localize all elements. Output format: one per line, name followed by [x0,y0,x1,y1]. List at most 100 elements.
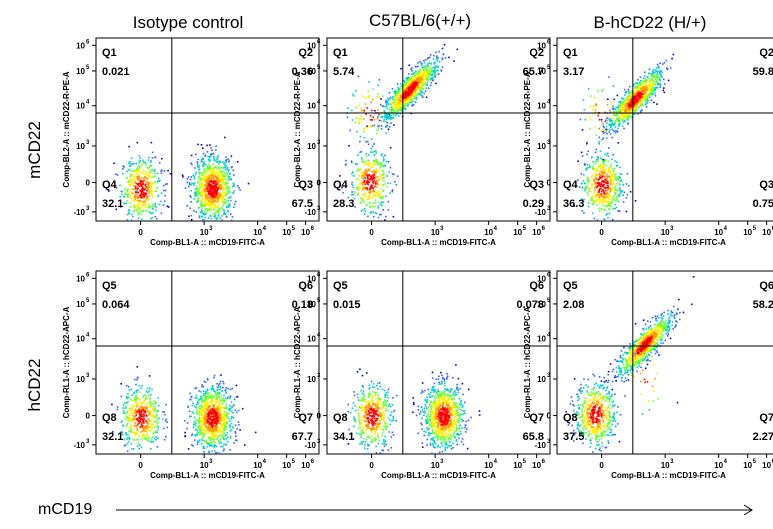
event-dot [136,366,139,368]
event-dot [644,100,647,103]
x-tick-label: 10 [714,228,723,237]
event-dot [592,167,594,169]
event-dot [145,397,147,400]
event-dot [430,81,433,84]
event-dot [139,420,141,422]
event-dot [151,182,154,185]
event-dot [656,81,659,84]
event-dot [642,97,645,100]
event-dot [580,151,583,154]
event-dot [143,192,146,194]
event-dot [212,169,215,172]
event-dot [365,113,367,115]
event-dot [358,104,361,107]
event-dot [418,93,420,95]
event-dot [366,169,368,172]
event-dot [225,194,227,197]
event-dot [372,187,375,190]
event-dot [603,183,605,186]
event-dot [186,181,188,184]
event-dot [412,104,415,106]
event-dot [139,414,141,417]
event-dot [377,109,379,111]
event-dot [227,158,229,160]
event-dot [210,183,212,186]
event-dot [588,166,590,169]
event-dot [150,426,152,428]
event-dot [152,414,155,417]
event-dot [207,217,210,219]
event-dot [423,61,426,64]
event-dot [356,170,359,172]
event-dot [654,69,657,72]
event-dot [367,159,369,162]
event-dot [612,187,615,189]
event-dot [215,191,218,193]
event-dot [221,176,223,179]
event-dot [660,70,662,72]
event-dot [149,426,151,428]
event-dot [429,67,432,70]
event-dot [219,167,221,169]
event-dot [151,176,154,178]
event-dot [607,193,609,195]
event-dot [125,416,128,419]
event-dot [137,173,140,176]
event-dot [247,182,250,185]
event-dot [135,398,138,401]
event-dot [154,181,157,183]
event-dot [599,184,601,187]
event-dot [153,415,155,418]
event-dot [585,183,587,185]
event-dot [638,81,641,84]
event-dot [194,153,197,156]
event-dot [607,182,609,184]
event-dot [423,67,426,69]
event-dot [372,216,375,218]
event-dot [364,183,367,186]
event-dot [659,83,662,85]
event-dot [201,192,204,194]
event-dot [641,88,643,91]
event-dot [209,200,211,203]
event-dot [605,205,608,208]
event-dot [640,95,642,97]
event-dot [364,177,366,179]
event-dot [603,172,606,174]
event-dot [649,93,652,96]
event-dot [130,388,132,390]
event-dot [149,181,152,183]
event-dot [427,72,429,75]
event-dot [599,178,601,180]
event-dot [148,177,151,179]
event-dot [151,404,153,407]
event-dot [608,168,610,171]
event-dot [146,391,149,394]
event-dot [137,423,139,426]
event-dot [198,173,201,176]
event-dot [139,426,141,428]
event-dot [614,199,617,202]
event-dot [137,197,139,199]
event-dot [235,384,238,387]
event-dot [201,178,203,180]
event-dot [223,209,225,212]
event-dot [404,105,406,107]
event-dot [381,162,383,164]
event-dot [151,423,154,425]
event-dot [601,131,604,133]
event-dot [190,196,192,198]
event-dot [642,86,645,89]
event-dot [627,113,629,116]
event-dot [140,413,143,415]
event-dot [136,191,138,193]
quadrant-value-Q1: 5.74 [333,66,355,78]
event-dot [639,102,641,104]
event-dot [121,431,124,434]
event-dot [394,101,396,103]
event-dot [133,206,135,208]
event-dot [591,185,594,187]
event-dot [620,114,622,116]
event-dot [140,194,142,196]
event-dot [617,200,620,203]
